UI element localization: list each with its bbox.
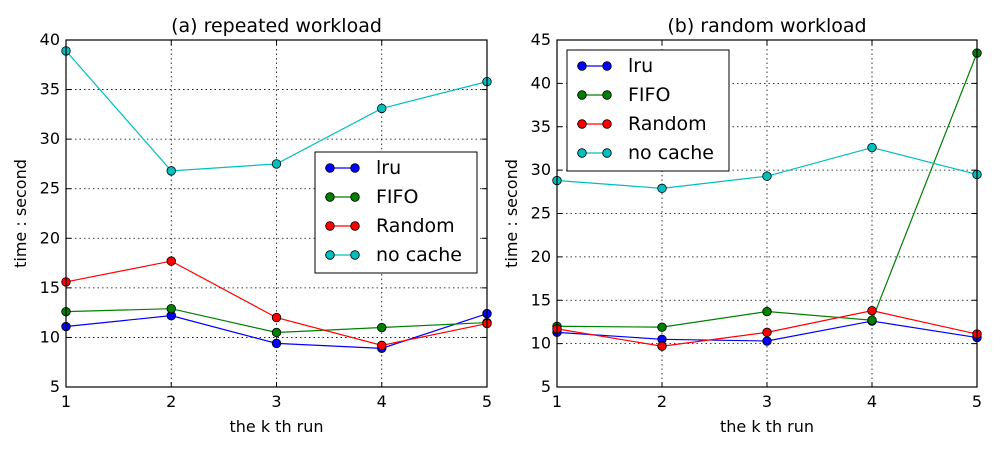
legend-label: lru	[628, 55, 653, 77]
legend-marker	[602, 90, 612, 100]
plot-frame	[65, 39, 488, 388]
x-tick-label: 5	[972, 392, 982, 411]
y-tick-label: 15	[531, 290, 551, 309]
data-point	[271, 312, 282, 323]
data-point	[762, 171, 772, 181]
series-no-cache	[61, 46, 492, 176]
y-tick-label: 35	[40, 80, 60, 99]
legend-label: no cache	[376, 244, 462, 266]
y-tick-label: 10	[40, 327, 60, 346]
data-point	[166, 256, 176, 266]
legend-label: lru	[376, 157, 401, 179]
chart-title: (b) random workload	[667, 15, 866, 37]
legend-item: lru	[577, 55, 653, 77]
data-point	[867, 315, 877, 325]
data-point	[271, 338, 282, 349]
y-tick-label: 5	[50, 377, 60, 396]
legend: lru FIFO Random no cache	[314, 151, 478, 274]
legend-marker	[325, 163, 335, 173]
legend-item: Random	[325, 215, 455, 237]
legend-marker	[602, 119, 612, 129]
data-point	[657, 183, 667, 194]
y-tick-label: 20	[40, 228, 60, 247]
x-tick-label: 1	[552, 392, 562, 411]
y-tick-label: 10	[531, 334, 551, 353]
x-tick-label: 2	[166, 392, 176, 411]
x-tick-label: 5	[482, 392, 492, 411]
y-tick-label: 25	[531, 204, 551, 223]
y-tick-label: 25	[40, 179, 60, 198]
data-point	[657, 322, 667, 332]
y-tick-label: 30	[531, 160, 551, 179]
y-tick-label: 45	[531, 30, 551, 49]
data-point	[867, 142, 877, 153]
legend-label: Random	[628, 113, 707, 135]
legend-marker	[577, 90, 587, 100]
legend-marker	[350, 192, 360, 202]
data-point	[166, 303, 176, 314]
y-tick-label: 20	[531, 247, 551, 266]
data-point	[762, 336, 772, 346]
legend-marker	[325, 221, 335, 231]
series-fifo	[552, 48, 982, 332]
data-point	[762, 327, 772, 338]
data-point	[377, 322, 387, 333]
legend-item: FIFO	[325, 186, 418, 208]
legend-box	[566, 49, 730, 172]
data-point	[657, 341, 667, 351]
y-tick-label: 40	[40, 30, 60, 49]
legend-marker	[602, 148, 612, 158]
chart-title: (a) repeated workload	[171, 15, 382, 37]
x-axis-label: the k th run	[229, 417, 323, 436]
data-point	[377, 103, 387, 114]
legend-item: FIFO	[577, 84, 670, 106]
legend-marker	[577, 61, 587, 71]
y-tick-label: 30	[40, 129, 60, 148]
legend-item: Random	[577, 113, 707, 135]
legend-box	[314, 151, 478, 274]
legend-marker	[577, 148, 587, 158]
y-tick-label: 35	[531, 117, 551, 136]
legend-marker	[325, 250, 335, 260]
legend-marker	[325, 192, 335, 202]
data-point	[377, 340, 387, 351]
y-axis-label: time : second	[11, 159, 30, 268]
x-tick-label: 3	[271, 392, 281, 411]
data-point	[271, 159, 282, 169]
legend-marker	[350, 250, 360, 260]
legend-item: lru	[325, 157, 401, 179]
legend-label: FIFO	[628, 84, 670, 106]
y-tick-label: 15	[40, 278, 60, 297]
chart-1: 1 2 3 4 5 5 10 15 20 25 30 35 40 (a) repeated workloa…	[11, 15, 492, 436]
x-tick-label: 2	[657, 392, 667, 411]
legend-marker	[350, 163, 360, 173]
x-tick-label: 1	[61, 392, 71, 411]
data-point	[762, 306, 772, 317]
x-tick-label: 4	[867, 392, 877, 411]
legend-label: FIFO	[376, 186, 418, 208]
legend-marker	[350, 221, 360, 231]
y-tick-label: 5	[541, 377, 551, 396]
legend-marker	[577, 119, 587, 129]
legend: lru FIFO Random no cache	[566, 49, 730, 172]
data-point	[271, 327, 282, 338]
plot-frame	[556, 39, 978, 388]
data-point	[867, 305, 877, 316]
x-tick-label: 4	[377, 392, 387, 411]
x-tick-label: 3	[762, 392, 772, 411]
y-tick-label: 40	[531, 73, 551, 92]
legend-item: no cache	[325, 244, 462, 266]
x-axis-label: the k th run	[720, 417, 814, 436]
data-point	[166, 166, 176, 176]
legend-marker	[602, 61, 612, 71]
legend-item: no cache	[577, 142, 714, 164]
legend-label: no cache	[628, 142, 714, 164]
legend-label: Random	[376, 215, 455, 237]
y-axis-label: time : second	[502, 159, 521, 268]
